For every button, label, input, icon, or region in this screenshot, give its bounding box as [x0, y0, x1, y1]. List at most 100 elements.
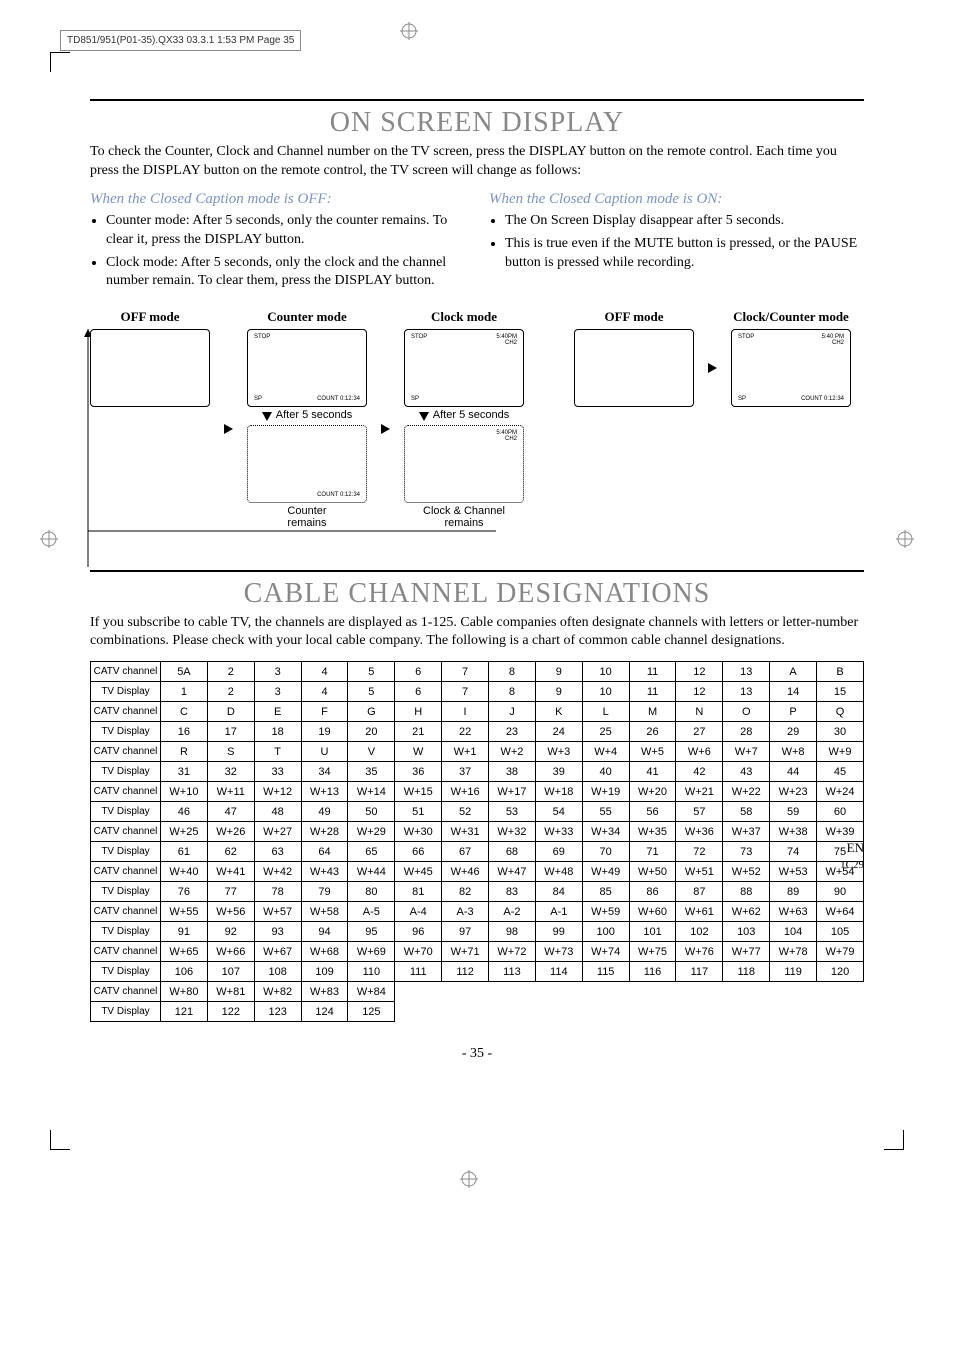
table-cell: 31 [161, 762, 208, 782]
crop-mark-icon [884, 1130, 904, 1150]
table-cell: 67 [442, 842, 489, 862]
tv-screen: STOP SP COUNT 0:12:34 [247, 329, 367, 407]
table-cell: 105 [817, 922, 864, 942]
table-cell: 4 [301, 682, 348, 702]
table-cell: 104 [770, 922, 817, 942]
table-cell: 117 [676, 962, 723, 982]
divider [90, 570, 864, 572]
table-cell: 102 [676, 922, 723, 942]
table-cell: 48 [254, 802, 301, 822]
table-cell: W+56 [207, 902, 254, 922]
osd-sp: SP [738, 396, 746, 402]
table-cell: 16 [161, 722, 208, 742]
table-cell: W+45 [395, 862, 442, 882]
table-cell: S [207, 742, 254, 762]
table-cell: W+59 [582, 902, 629, 922]
table-cell: W+16 [442, 782, 489, 802]
tv-screen: 5:40PMCH2 [404, 425, 524, 503]
table-cell: V [348, 742, 395, 762]
table-cell: W+64 [817, 902, 864, 922]
table-cell: W+44 [348, 862, 395, 882]
table-cell: W+11 [207, 782, 254, 802]
bullet: This is true even if the MUTE button is … [505, 235, 864, 273]
mode-label: Counter mode [267, 309, 347, 325]
table-cell: W+3 [535, 742, 582, 762]
table-cell: 80 [348, 882, 395, 902]
table-cell: W+42 [254, 862, 301, 882]
table-cell: 36 [395, 762, 442, 782]
table-cell: 54 [535, 802, 582, 822]
table-cell: W+31 [442, 822, 489, 842]
table-cell: 68 [489, 842, 536, 862]
table-cell: D [207, 702, 254, 722]
table-cell: W+46 [442, 862, 489, 882]
table-cell: 119 [770, 962, 817, 982]
tv-screen: STOP 5:40 PMCH2 SP COUNT 0:12:34 [731, 329, 851, 407]
table-cell: 38 [489, 762, 536, 782]
table-cell: W+72 [489, 942, 536, 962]
table-cell: A-3 [442, 902, 489, 922]
table-cell: 60 [817, 802, 864, 822]
intro-text: If you subscribe to cable TV, the channe… [90, 614, 864, 652]
table-cell: 112 [442, 962, 489, 982]
divider [90, 99, 864, 101]
row-header: TV Display [91, 762, 161, 782]
osd-stop: STOP [738, 334, 754, 340]
tv-screen [90, 329, 210, 407]
table-cell: 2 [207, 682, 254, 702]
subhead-off: When the Closed Caption mode is OFF: [90, 191, 465, 208]
table-cell: Q [817, 702, 864, 722]
table-cell: W+22 [723, 782, 770, 802]
row-header: CATV channel [91, 902, 161, 922]
table-cell: 89 [770, 882, 817, 902]
mode-label: OFF mode [604, 309, 663, 325]
table-cell: W+27 [254, 822, 301, 842]
table-cell: 74 [770, 842, 817, 862]
table-cell: 47 [207, 802, 254, 822]
table-cell: 39 [535, 762, 582, 782]
table-cell: 61 [161, 842, 208, 862]
table-cell: 70 [582, 842, 629, 862]
table-cell: 55 [582, 802, 629, 822]
table-cell: W+9 [817, 742, 864, 762]
diagram-left: OFF mode Counter mode STOP SP COUNT 0:12… [90, 309, 524, 529]
row-header: CATV channel [91, 822, 161, 842]
table-cell: I [442, 702, 489, 722]
table-cell: W+34 [582, 822, 629, 842]
table-cell: 5 [348, 682, 395, 702]
clock-mode: Clock mode STOP 5:40PMCH2 SP After 5 sec… [404, 309, 524, 529]
table-cell: R [161, 742, 208, 762]
table-cell: 78 [254, 882, 301, 902]
table-cell: E [254, 702, 301, 722]
table-cell: 10 [582, 662, 629, 682]
counter-mode: Counter mode STOP SP COUNT 0:12:34 After… [247, 309, 367, 529]
table-cell: W+79 [817, 942, 864, 962]
table-cell: 46 [161, 802, 208, 822]
table-cell: W+71 [442, 942, 489, 962]
table-cell: W+19 [582, 782, 629, 802]
table-cell: B [817, 662, 864, 682]
table-cell: W+70 [395, 942, 442, 962]
table-cell: 63 [254, 842, 301, 862]
table-cell: W+47 [489, 862, 536, 882]
table-cell: W+55 [161, 902, 208, 922]
table-cell: 17 [207, 722, 254, 742]
table-cell: A [770, 662, 817, 682]
right-col: When the Closed Caption mode is ON: The … [489, 189, 864, 296]
table-cell: W+52 [723, 862, 770, 882]
row-header: CATV channel [91, 742, 161, 762]
table-cell: W+5 [629, 742, 676, 762]
table-cell: 27 [676, 722, 723, 742]
table-cell: W+50 [629, 862, 676, 882]
osd-count: COUNT 0:12:34 [317, 492, 360, 498]
section-title: ON SCREEN DISPLAY [90, 107, 864, 139]
table-cell: W+51 [676, 862, 723, 882]
table-cell: W+30 [395, 822, 442, 842]
osd-count: COUNT 0:12:34 [317, 396, 360, 402]
table-cell: T [254, 742, 301, 762]
row-header: TV Display [91, 842, 161, 862]
table-cell: U [301, 742, 348, 762]
table-cell: 28 [723, 722, 770, 742]
after-label: After 5 seconds [276, 409, 352, 421]
registration-mark-icon [896, 530, 914, 548]
